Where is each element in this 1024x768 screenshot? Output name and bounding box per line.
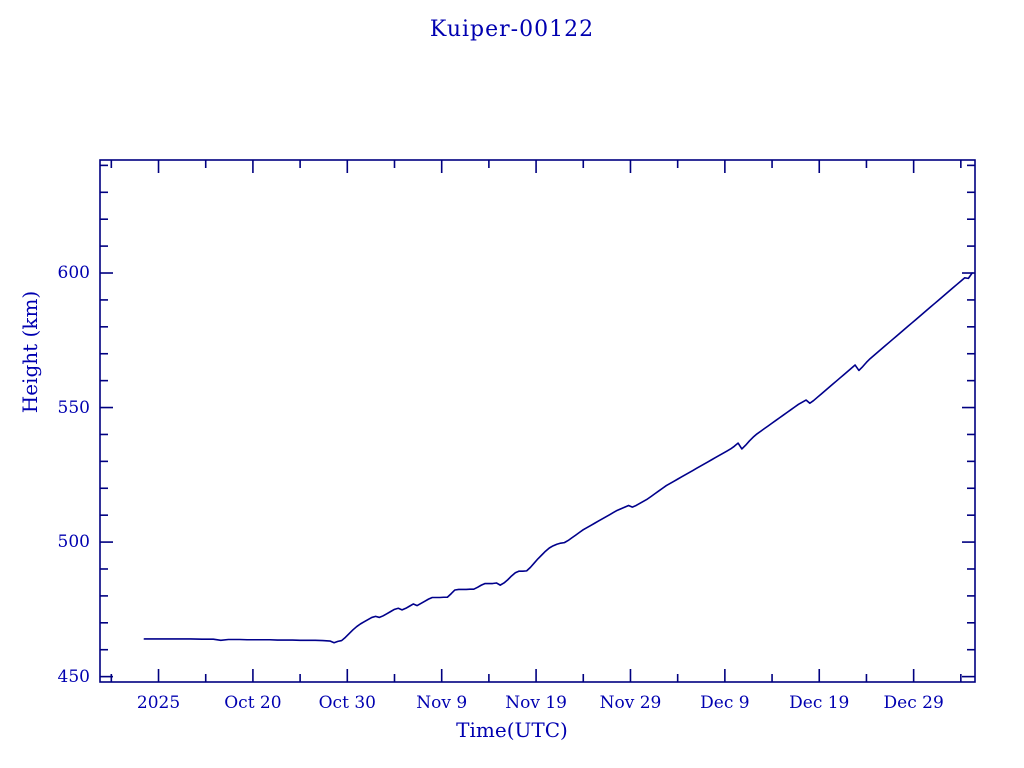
y-axis-title: Height (km)	[18, 290, 42, 414]
x-axis-ticks	[110, 160, 962, 682]
x-tick-label: Dec 19	[789, 693, 850, 713]
x-tick-label: Nov 9	[416, 693, 468, 713]
plot-frame	[99, 159, 976, 683]
x-tick-label: Dec 9	[700, 693, 750, 713]
x-tick-label: Dec 29	[883, 693, 944, 713]
x-tick-label: 2025	[136, 693, 181, 713]
x-tick-label: Nov 19	[505, 693, 567, 713]
y-tick-label: 500	[57, 532, 90, 553]
x-tick-label: Oct 30	[318, 693, 376, 713]
axis-frame	[99, 159, 976, 683]
x-tick-label: Nov 29	[599, 693, 662, 713]
x-axis-title: Time(UTC)	[456, 718, 568, 742]
y-tick-label: 450	[57, 666, 90, 687]
y-axis-ticks	[100, 164, 975, 678]
y-tick-label: 600	[57, 263, 90, 283]
x-tick-label: Oct 20	[224, 693, 282, 713]
data-series-line	[143, 272, 973, 644]
chart-title: Kuiper-00122	[429, 17, 595, 42]
y-tick-label: 550	[57, 397, 90, 418]
